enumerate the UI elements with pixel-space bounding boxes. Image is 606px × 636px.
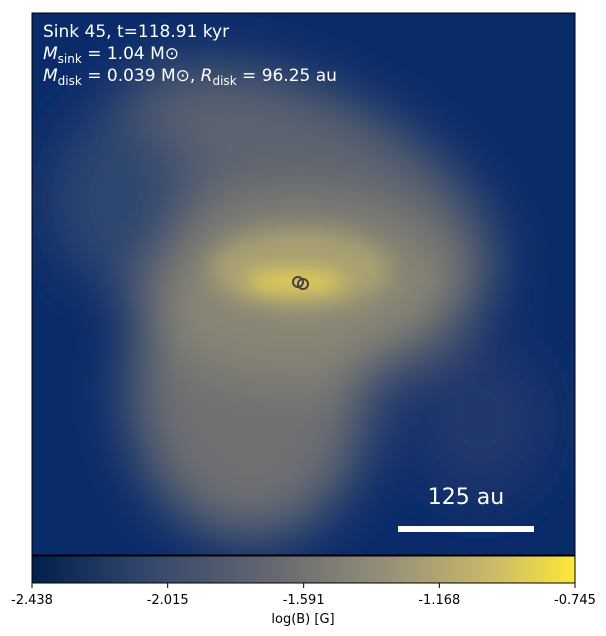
tick-label: -1.591: [283, 593, 325, 608]
colorbar: [31, 555, 576, 584]
annotation: Mdisk = 0.039 M⊙, Rdisk = 96.25 au: [43, 66, 337, 88]
field-map: [32, 13, 575, 555]
tick-label: -2.438: [11, 593, 53, 608]
scale-bar-label: 125 au: [428, 485, 504, 510]
tick-label: -0.745: [554, 593, 596, 608]
frame: [31, 12, 576, 556]
tick-label: -1.168: [418, 593, 460, 608]
colorbar-ticks: -2.438 -2.015 -1.591 -1.168 -0.745: [11, 583, 596, 608]
annotation: Sink 45, t=118.91 kyr: [43, 22, 229, 42]
scale-bar: [398, 526, 534, 532]
tick-label: -2.015: [147, 593, 189, 608]
colorbar-label: log(B) [G]: [271, 612, 334, 627]
annotation: Msink = 1.04 M⊙: [43, 44, 179, 66]
sink-marker: [297, 278, 309, 290]
